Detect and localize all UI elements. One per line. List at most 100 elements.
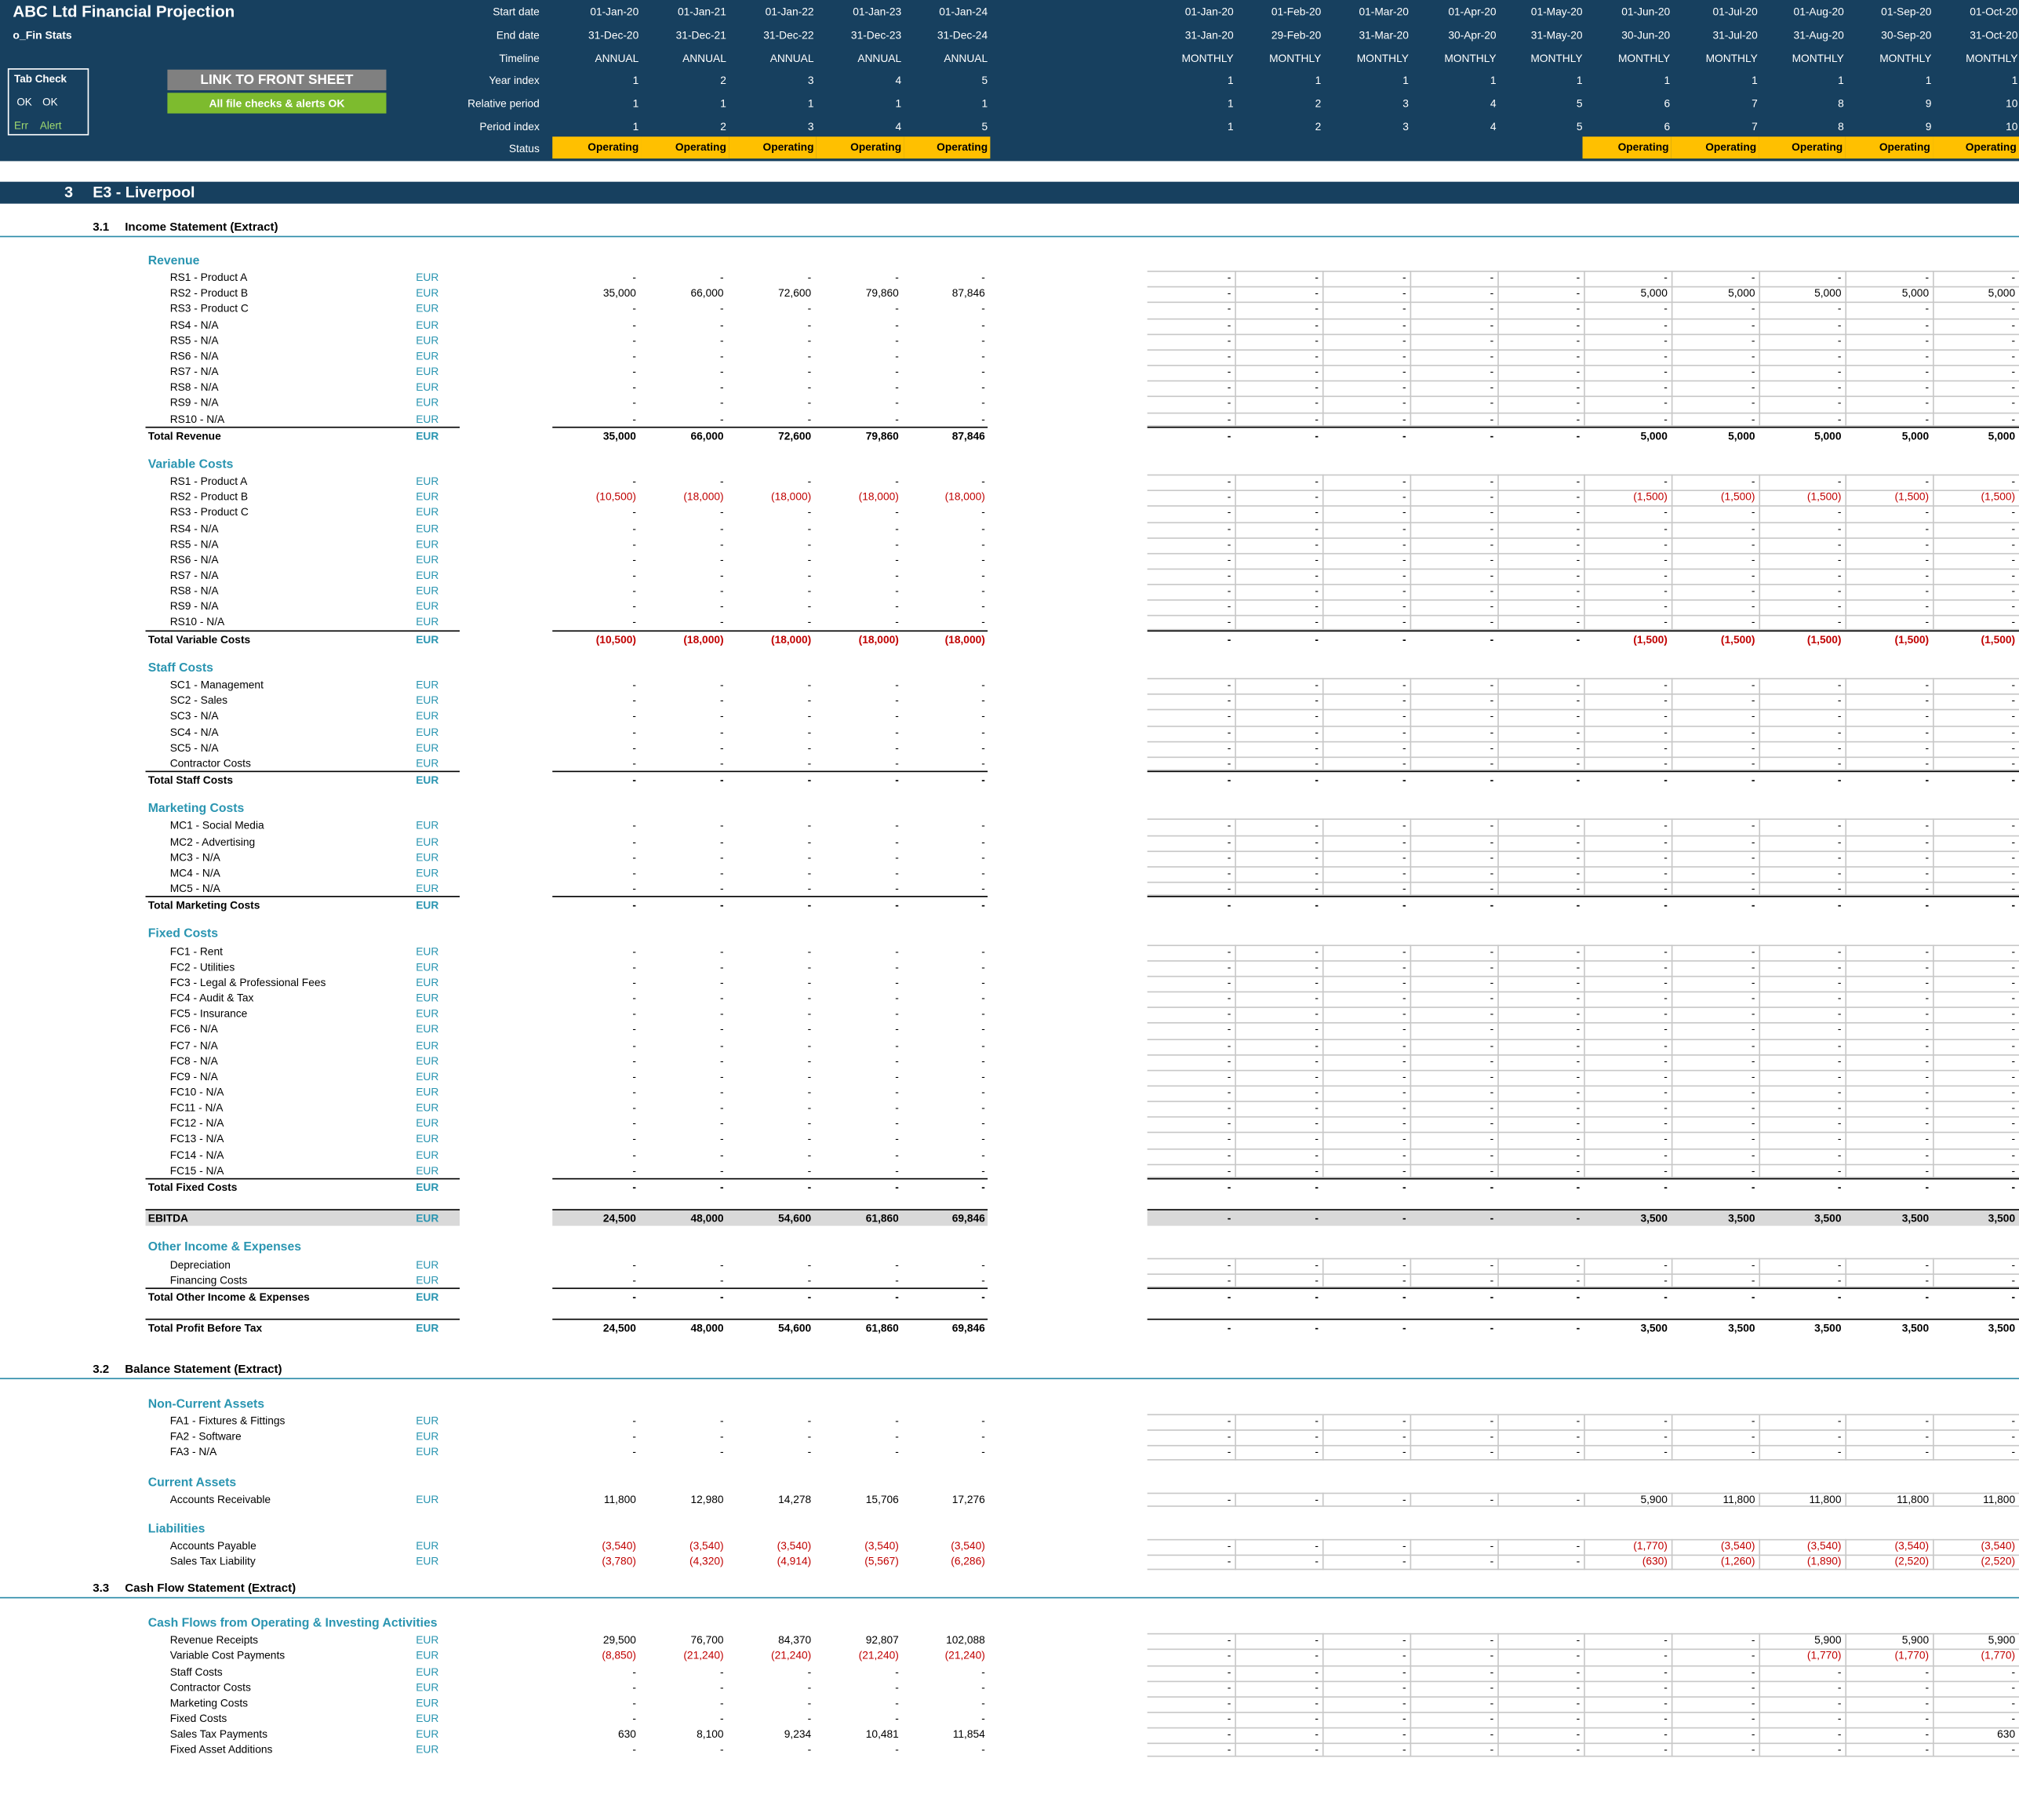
monthly-value-cell: - — [1925, 505, 1930, 519]
annual-value-cell: - — [981, 850, 985, 864]
monthly-value-cell: - — [1664, 725, 1668, 738]
monthly-grid-divider — [1322, 1257, 1324, 1288]
monthly-value-cell: - — [1315, 709, 1319, 723]
monthly-value-cell: - — [1751, 881, 1755, 895]
unit-label: EUR — [416, 632, 439, 646]
monthly-value-cell: - — [1315, 1006, 1319, 1021]
monthly-value-cell: (1,500) — [1806, 490, 1842, 504]
annual-value-cell: - — [981, 865, 985, 879]
annual-value-cell: 48,000 — [690, 1321, 724, 1334]
line-item-label: Revenue Receipts — [169, 1633, 259, 1647]
monthly-period-index-cell: 7 — [1752, 119, 1758, 133]
annual-value-cell: - — [719, 395, 724, 410]
monthly-value-cell: - — [1751, 318, 1755, 331]
monthly-value-cell: - — [1837, 741, 1842, 754]
annual-value-cell: - — [981, 395, 985, 410]
monthly-grid-hline — [1147, 1022, 2019, 1025]
monthly-value-cell: - — [1315, 1555, 1319, 1568]
monthly-value-cell: - — [1315, 365, 1319, 378]
monthly-value-cell: - — [1925, 1665, 1930, 1678]
monthly-value-cell: - — [2011, 302, 2016, 315]
monthly-value-cell: - — [1576, 944, 1581, 958]
monthly-value-cell: - — [2011, 552, 2016, 566]
monthly-value-cell: - — [1315, 615, 1319, 628]
annual-value-cell: - — [719, 1085, 724, 1098]
annual-value-cell: (6,286) — [951, 1555, 985, 1568]
monthly-grid-block — [1147, 1492, 2019, 1507]
monthly-grid-divider — [1322, 1492, 1324, 1507]
annual-value-cell: - — [719, 693, 724, 707]
monthly-value-cell: - — [1664, 991, 1668, 1005]
monthly-value-cell: - — [1227, 1727, 1231, 1741]
annual-value-cell: - — [719, 1006, 724, 1021]
monthly-value-cell: - — [1837, 1054, 1842, 1067]
annual-value-cell: - — [895, 1665, 899, 1678]
monthly-grid-divider — [1584, 271, 1585, 427]
monthly-value-cell: - — [1925, 1257, 1930, 1271]
monthly-grid-divider — [1410, 819, 1412, 897]
monthly-value-cell: - — [1751, 1649, 1755, 1662]
monthly-value-cell: (1,500) — [1633, 632, 1668, 646]
annual-value-cell: - — [981, 318, 985, 331]
monthly-value-cell: - — [1315, 834, 1319, 848]
annual-value-cell: 61,860 — [865, 1321, 899, 1334]
annual-value-cell: - — [719, 756, 724, 770]
annual-value-cell: - — [981, 271, 985, 284]
unit-label: EUR — [416, 521, 439, 535]
annual-value-cell: - — [719, 944, 724, 958]
line-item-label: FC3 - Legal & Professional Fees — [169, 975, 326, 989]
annual-value-cell: (21,240) — [683, 1649, 724, 1662]
monthly-value-cell: - — [1576, 1132, 1581, 1145]
monthly-grid-divider — [1584, 678, 1585, 771]
link-to-front-sheet-button[interactable]: LINK TO FRONT SHEET — [167, 69, 387, 91]
monthly-value-cell: - — [1664, 1429, 1668, 1443]
annual-value-cell: - — [719, 349, 724, 362]
annual-value-cell: - — [719, 1101, 724, 1114]
monthly-grid-divider — [1933, 1414, 1934, 1460]
monthly-grid-hline — [1147, 865, 2019, 868]
monthly-value-cell: - — [1227, 318, 1231, 331]
monthly-value-cell: - — [1402, 1742, 1406, 1756]
monthly-value-cell: - — [1227, 490, 1231, 504]
monthly-value-cell: - — [1751, 1085, 1755, 1098]
monthly-value-cell: - — [2011, 1132, 2016, 1145]
unit-label: EUR — [416, 1116, 439, 1130]
section-number: 3 — [64, 183, 74, 202]
monthly-value-cell: - — [1227, 709, 1231, 723]
monthly-value-cell: - — [1751, 1414, 1755, 1428]
annual-value-cell: - — [719, 615, 724, 628]
total-rule — [1147, 770, 2019, 773]
monthly-value-cell: - — [1925, 881, 1930, 895]
monthly-grid-divider — [1497, 1539, 1499, 1570]
monthly-value-cell: - — [1837, 1180, 1842, 1194]
monthly-value-cell: - — [1925, 1742, 1930, 1756]
monthly-value-cell: - — [1402, 1069, 1406, 1083]
monthly-value-cell: - — [1227, 599, 1231, 613]
monthly-grid-divider — [1584, 474, 1585, 630]
annual-timeline-cell: ANNUAL — [857, 51, 902, 65]
monthly-value-cell: - — [1664, 599, 1668, 613]
group-heading: Non-Current Assets — [147, 1397, 264, 1412]
monthly-value-cell: - — [1576, 1445, 1581, 1458]
monthly-value-cell: - — [1315, 537, 1319, 551]
monthly-value-cell: - — [1751, 1148, 1755, 1161]
monthly-value-cell: - — [1227, 756, 1231, 770]
annual-value-cell: - — [895, 1006, 899, 1021]
unit-label: EUR — [416, 1321, 439, 1334]
annual-value-cell: - — [719, 365, 724, 378]
unit-label: EUR — [416, 286, 439, 300]
monthly-value-cell: - — [1402, 505, 1406, 519]
monthly-value-cell: 3,500 — [1814, 1321, 1842, 1334]
monthly-value-cell: - — [1751, 1163, 1755, 1177]
monthly-grid-divider — [1933, 944, 1934, 1178]
monthly-value-cell: - — [1227, 474, 1231, 488]
annual-value-cell: - — [632, 1429, 636, 1443]
line-item-label: FC12 - N/A — [169, 1116, 224, 1130]
annual-value-cell: - — [807, 865, 812, 879]
annual-value-cell: (18,000) — [683, 490, 724, 504]
annual-value-cell: - — [719, 552, 724, 566]
annual-value-cell: - — [719, 1022, 724, 1036]
annual-end-cell: 31-Dec-24 — [937, 28, 988, 42]
monthly-value-cell: - — [1402, 693, 1406, 707]
annual-value-cell: (4,320) — [689, 1555, 724, 1568]
